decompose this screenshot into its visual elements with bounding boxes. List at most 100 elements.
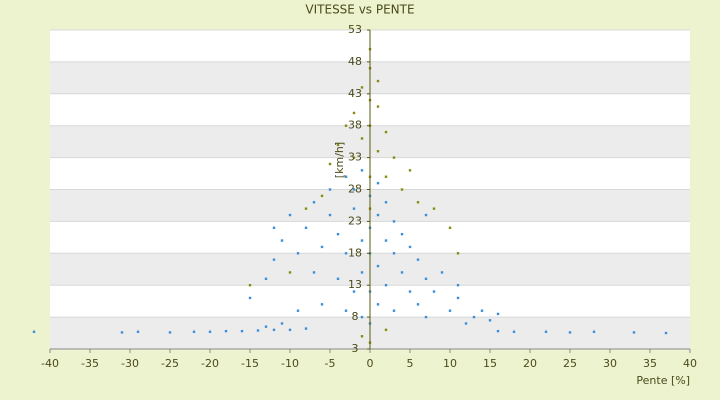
- point: [224, 329, 228, 333]
- point: [392, 156, 396, 159]
- point: [432, 290, 436, 293]
- point: [304, 226, 308, 229]
- y-tick-label: 3: [352, 342, 359, 355]
- point: [352, 111, 356, 115]
- point: [448, 309, 452, 312]
- x-tick-label: 15: [483, 357, 497, 370]
- point: [384, 201, 388, 204]
- point: [592, 330, 596, 333]
- x-tick-label: 5: [407, 357, 414, 370]
- point: [288, 271, 292, 274]
- point: [488, 319, 492, 322]
- y-tick-label: 33: [348, 151, 362, 164]
- y-tick-label: 43: [348, 87, 362, 100]
- point: [432, 207, 436, 210]
- point: [320, 245, 324, 249]
- point: [32, 330, 36, 333]
- point: [352, 188, 356, 191]
- x-tick-label: 30: [603, 357, 617, 370]
- point: [248, 284, 252, 287]
- point: [472, 315, 476, 319]
- point: [384, 239, 388, 242]
- point: [632, 331, 636, 334]
- chart-title: VITESSE vs PENTE: [305, 3, 414, 17]
- point: [120, 331, 124, 334]
- point: [376, 79, 380, 83]
- point: [376, 150, 380, 153]
- point: [384, 175, 388, 178]
- point: [360, 169, 364, 172]
- point: [376, 181, 380, 185]
- x-tick-label: -30: [121, 357, 139, 370]
- point: [336, 143, 340, 147]
- point: [336, 232, 340, 236]
- point: [464, 322, 468, 325]
- point: [392, 220, 396, 223]
- point: [328, 188, 332, 191]
- point: [408, 290, 412, 293]
- point: [568, 331, 572, 334]
- point: [664, 331, 668, 335]
- point: [288, 213, 292, 217]
- point: [360, 335, 364, 338]
- x-tick-label: -40: [41, 357, 59, 370]
- point: [360, 239, 364, 242]
- point: [344, 309, 348, 312]
- point: [448, 226, 452, 229]
- x-tick-label: 20: [523, 357, 537, 370]
- point: [360, 86, 364, 89]
- y-tick-label: 13: [348, 278, 362, 291]
- point: [376, 105, 380, 108]
- point: [384, 284, 388, 287]
- x-tick-label: 40: [683, 357, 697, 370]
- point: [256, 329, 260, 332]
- point: [424, 277, 428, 281]
- point: [328, 162, 332, 166]
- point: [272, 226, 276, 229]
- point: [376, 303, 380, 306]
- point: [400, 271, 404, 274]
- point: [344, 124, 348, 127]
- point: [408, 169, 412, 172]
- point: [400, 232, 404, 236]
- point: [424, 315, 428, 319]
- point: [136, 330, 140, 333]
- point: [496, 329, 500, 333]
- y-tick-label: 18: [348, 246, 362, 259]
- point: [376, 264, 380, 268]
- point: [168, 331, 172, 334]
- point: [352, 290, 356, 293]
- point: [384, 328, 388, 332]
- point: [440, 271, 444, 274]
- point: [384, 130, 388, 134]
- y-tick-label: 48: [348, 55, 362, 68]
- point: [392, 309, 396, 312]
- x-tick-label: -20: [201, 357, 219, 370]
- point: [456, 252, 460, 255]
- y-tick-label: 38: [348, 119, 362, 132]
- x-tick-label: -25: [161, 357, 179, 370]
- point: [336, 277, 340, 281]
- point: [264, 277, 268, 281]
- point: [312, 271, 316, 274]
- point: [192, 330, 196, 333]
- x-tick-label: 35: [643, 357, 657, 370]
- point: [248, 296, 252, 300]
- point: [240, 329, 244, 333]
- point: [264, 325, 268, 328]
- point: [288, 328, 292, 332]
- x-tick-label: 25: [563, 357, 577, 370]
- y-tick-label: 53: [348, 23, 362, 36]
- point: [272, 328, 276, 332]
- point: [408, 245, 412, 249]
- point: [352, 207, 356, 210]
- point: [280, 322, 284, 325]
- point: [544, 330, 548, 333]
- x-tick-label: -10: [281, 357, 299, 370]
- point: [496, 312, 500, 316]
- x-tick-label: -5: [325, 357, 336, 370]
- point: [304, 327, 308, 330]
- point: [400, 188, 404, 191]
- point: [424, 213, 428, 217]
- point: [416, 201, 420, 204]
